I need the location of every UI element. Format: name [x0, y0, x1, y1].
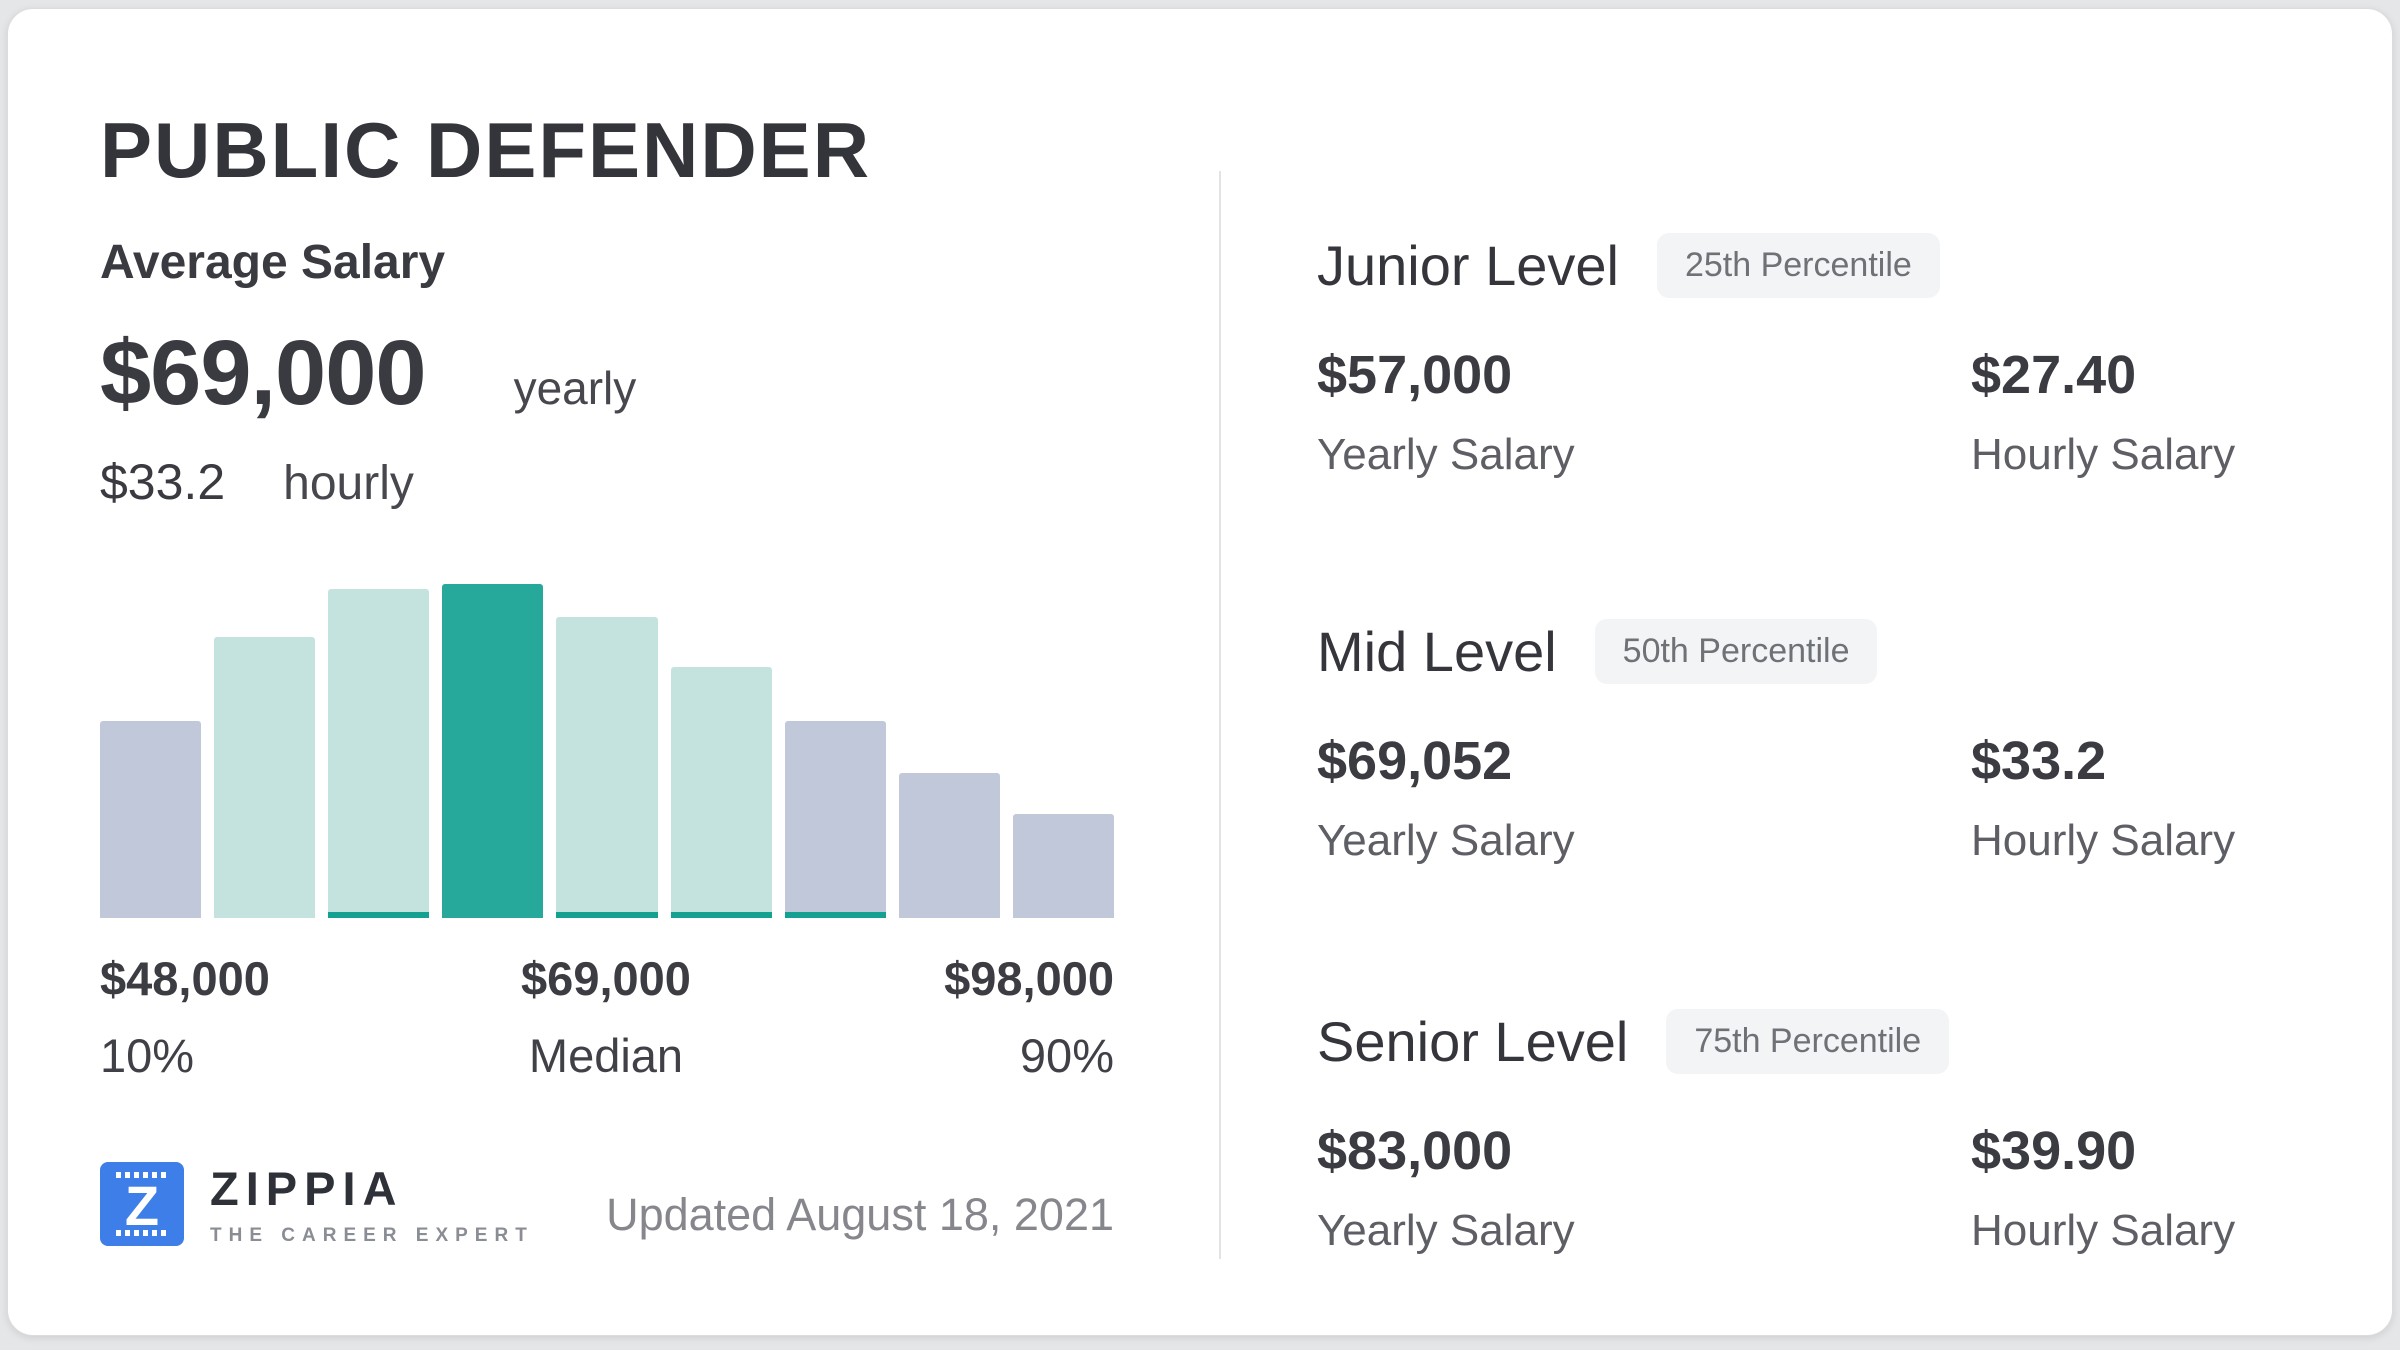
histogram-bar [556, 617, 658, 918]
axis-sub-label: 10% [100, 1029, 195, 1082]
zippia-brand-name: ZIPPIA [210, 1162, 404, 1215]
hourly-salary-block: $39.90 Hourly Salary [1971, 1120, 2307, 1256]
hourly-salary-value: $39.90 [1971, 1121, 2137, 1181]
axis-value: $69,000 [521, 952, 691, 1005]
percentile-badge: 50th Percentile [1594, 619, 1878, 684]
histogram-bar [784, 721, 886, 918]
level-section-mid: Mid Level 50th Percentile $69,052 Yearly… [1317, 619, 2307, 866]
average-hourly-row: $33.2 hourly [100, 453, 414, 511]
svg-text:Z: Z [125, 1174, 159, 1237]
axis-value: $48,000 [100, 952, 270, 1005]
percentile-panel: Junior Level 25th Percentile $57,000 Yea… [1317, 9, 2307, 1335]
hourly-salary-label: Hourly Salary [1971, 1206, 2236, 1255]
level-values: $57,000 Yearly Salary $27.40 Hourly Sala… [1317, 344, 2307, 480]
zippia-tagline: THE CAREER EXPERT [210, 1225, 534, 1246]
zippia-logo-text: ZIPPIA THE CAREER EXPERT [210, 1161, 534, 1247]
updated-date: Updated August 18, 2021 [606, 1189, 1114, 1240]
average-yearly-row: $69,000 yearly [100, 321, 636, 426]
salary-infographic-card: PUBLIC DEFENDER Average Salary $69,000 y… [7, 8, 2393, 1336]
average-yearly-unit: yearly [513, 362, 637, 414]
level-name: Junior Level [1317, 234, 1619, 297]
yearly-salary-value: $83,000 [1317, 1121, 1513, 1181]
average-hourly-value: $33.2 [100, 454, 226, 510]
hourly-salary-label: Hourly Salary [1971, 430, 2236, 479]
hourly-salary-label: Hourly Salary [1971, 816, 2236, 865]
yearly-salary-label: Yearly Salary [1317, 1206, 1575, 1255]
level-header: Mid Level 50th Percentile [1317, 619, 2307, 684]
histogram-bar [328, 589, 430, 918]
hourly-salary-value: $33.2 [1971, 731, 2107, 791]
level-header: Junior Level 25th Percentile [1317, 233, 2307, 298]
histogram-bar [214, 637, 316, 918]
zippia-logo: Z ZIPPIA THE CAREER EXPERT [100, 1161, 534, 1247]
yearly-salary-label: Yearly Salary [1317, 430, 1575, 479]
axis-sub-label: Median [528, 1029, 684, 1082]
vertical-divider [1219, 171, 1221, 1259]
level-header: Senior Level 75th Percentile [1317, 1009, 2307, 1074]
page-title: PUBLIC DEFENDER [100, 106, 872, 194]
histogram-bar [442, 584, 544, 918]
histogram-bar [1012, 814, 1114, 918]
average-salary-heading: Average Salary [100, 236, 446, 289]
average-hourly-unit: hourly [283, 457, 414, 510]
hourly-salary-block: $27.40 Hourly Salary [1971, 344, 2307, 480]
level-section-junior: Junior Level 25th Percentile $57,000 Yea… [1317, 233, 2307, 480]
level-name: Mid Level [1317, 620, 1557, 683]
percentile-badge: 25th Percentile [1656, 233, 1940, 298]
salary-histogram [100, 584, 1114, 918]
level-name: Senior Level [1317, 1010, 1629, 1073]
yearly-salary-block: $83,000 Yearly Salary [1317, 1120, 1971, 1256]
axis-label-90th-percentile: $98,000 90% [944, 951, 1114, 1083]
zippia-z-icon: Z [100, 1162, 184, 1246]
axis-value: $98,000 [944, 952, 1114, 1005]
average-yearly-value: $69,000 [100, 322, 427, 424]
yearly-salary-value: $57,000 [1317, 345, 1513, 405]
percentile-badge: 75th Percentile [1666, 1009, 1950, 1074]
axis-sub-label: 90% [1019, 1029, 1114, 1082]
salary-histogram-axis: $48,000 10% $69,000 Median $98,000 90% [100, 951, 1114, 1082]
histogram-bar [100, 721, 202, 918]
histogram-bar [898, 773, 1000, 918]
hourly-salary-block: $33.2 Hourly Salary [1971, 730, 2307, 866]
axis-label-10th-percentile: $48,000 10% [100, 951, 270, 1083]
yearly-salary-block: $69,052 Yearly Salary [1317, 730, 1971, 866]
axis-label-median: $69,000 Median [521, 951, 691, 1083]
level-values: $69,052 Yearly Salary $33.2 Hourly Salar… [1317, 730, 2307, 866]
hourly-salary-value: $27.40 [1971, 345, 2137, 405]
yearly-salary-block: $57,000 Yearly Salary [1317, 344, 1971, 480]
level-section-senior: Senior Level 75th Percentile $83,000 Yea… [1317, 1009, 2307, 1256]
level-values: $83,000 Yearly Salary $39.90 Hourly Sala… [1317, 1120, 2307, 1256]
yearly-salary-label: Yearly Salary [1317, 816, 1575, 865]
histogram-bar [670, 667, 772, 918]
yearly-salary-value: $69,052 [1317, 731, 1513, 791]
